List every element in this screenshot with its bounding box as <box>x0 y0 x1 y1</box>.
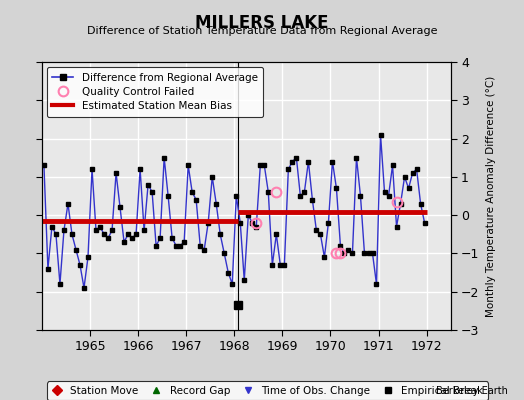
Text: MILLERS LAKE: MILLERS LAKE <box>195 14 329 32</box>
Text: Difference of Station Temperature Data from Regional Average: Difference of Station Temperature Data f… <box>87 26 437 36</box>
Text: Berkeley Earth: Berkeley Earth <box>436 386 508 396</box>
Y-axis label: Monthly Temperature Anomaly Difference (°C): Monthly Temperature Anomaly Difference (… <box>486 75 496 317</box>
Legend: Station Move, Record Gap, Time of Obs. Change, Empirical Break: Station Move, Record Gap, Time of Obs. C… <box>47 382 488 400</box>
